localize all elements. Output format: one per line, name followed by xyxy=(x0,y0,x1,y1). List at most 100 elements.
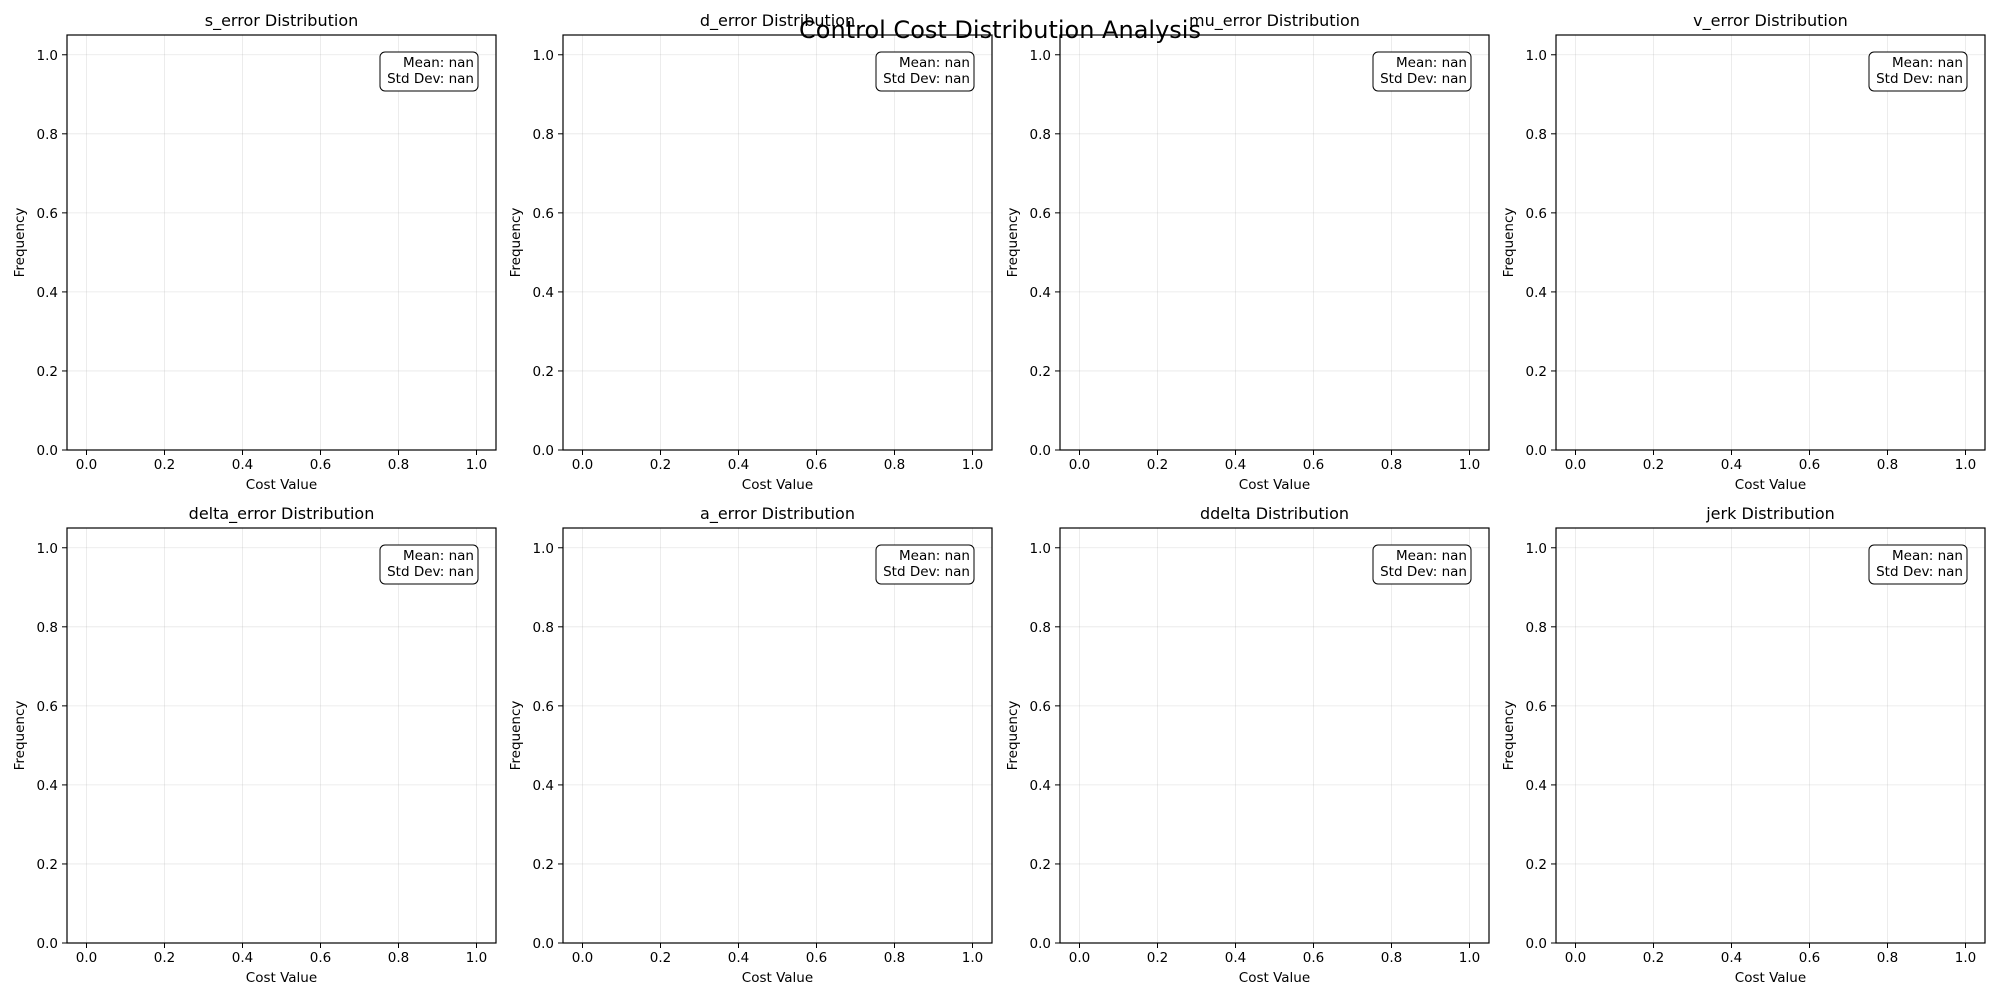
y-tick-label: 1.0 xyxy=(1526,48,1547,64)
x-axis-label: Cost Value xyxy=(246,970,317,986)
axes-frame xyxy=(1059,34,1490,451)
y-tick-label: 0.6 xyxy=(1030,206,1051,222)
y-axis-label: Frequency xyxy=(12,701,28,771)
y-tick-label: 0.8 xyxy=(37,620,58,636)
y-axis-label: Frequency xyxy=(508,701,524,771)
subplot-title: s_error Distribution xyxy=(205,11,359,31)
subplot-title: delta_error Distribution xyxy=(189,504,375,524)
x-tick-label: 0.2 xyxy=(1643,457,1664,473)
x-axis-label: Cost Value xyxy=(742,477,813,493)
y-tick-label: 0.0 xyxy=(1526,443,1547,459)
x-tick-label: 0.4 xyxy=(728,950,749,966)
stats-box xyxy=(379,51,479,92)
y-tick-label: 1.0 xyxy=(533,541,554,557)
y-tick-label: 0.4 xyxy=(1030,778,1051,794)
x-tick-label: 0.4 xyxy=(1225,457,1246,473)
x-tick-label: 0.8 xyxy=(1877,457,1898,473)
y-axis-label: Frequency xyxy=(1501,701,1517,771)
std-dev-stat: Std Dev: nan xyxy=(387,564,474,580)
y-tick-label: 0.4 xyxy=(1030,285,1051,301)
x-tick-label: 1.0 xyxy=(1459,457,1480,473)
x-tick-label: 1.0 xyxy=(466,950,487,966)
subplot-title: v_error Distribution xyxy=(1693,11,1848,31)
x-axis-label: Cost Value xyxy=(1735,477,1806,493)
y-tick-label: 0.2 xyxy=(1526,857,1547,873)
x-tick-label: 1.0 xyxy=(962,950,983,966)
x-tick-label: 0.0 xyxy=(76,950,97,966)
y-tick-label: 0.8 xyxy=(1526,127,1547,143)
y-tick-label: 0.2 xyxy=(1030,857,1051,873)
y-tick-label: 0.4 xyxy=(37,285,58,301)
x-tick-label: 0.2 xyxy=(1147,457,1168,473)
mean-stat: Mean: nan xyxy=(899,55,970,71)
x-tick-label: 0.6 xyxy=(310,457,331,473)
y-tick-label: 1.0 xyxy=(37,48,58,64)
stats-box xyxy=(1372,544,1472,585)
mean-stat: Mean: nan xyxy=(1396,55,1467,71)
y-tick-label: 0.0 xyxy=(1030,443,1051,459)
x-tick-label: 0.8 xyxy=(1381,950,1402,966)
figure-title: Control Cost Distribution Analysis xyxy=(799,16,1201,44)
x-tick-label: 0.4 xyxy=(1721,457,1742,473)
x-tick-label: 0.6 xyxy=(1303,950,1324,966)
y-tick-label: 1.0 xyxy=(1030,48,1051,64)
x-tick-label: 0.6 xyxy=(1303,457,1324,473)
subplot-5: 0.0 0.2 0.4 0.6 0.8 1.0 0.0 0.2 0.4 0.6 0.8 1.0 delt… xyxy=(12,504,497,986)
x-tick-label: 0.0 xyxy=(76,457,97,473)
x-tick-label: 0.2 xyxy=(650,950,671,966)
subplot-8: 0.0 0.2 0.4 0.6 0.8 1.0 0.0 0.2 0.4 0.6 0.8 1.0 jerk… xyxy=(1501,504,1986,986)
axes-frame xyxy=(1059,527,1490,944)
y-tick-label: 0.4 xyxy=(1526,778,1547,794)
y-tick-label: 0.2 xyxy=(1526,364,1547,380)
subplot-2: 0.0 0.2 0.4 0.6 0.8 1.0 0.0 0.2 0.4 0.6 0.8 1.0 d_er… xyxy=(508,11,993,493)
x-axis-label: Cost Value xyxy=(246,477,317,493)
y-tick-label: 0.6 xyxy=(1526,206,1547,222)
y-tick-label: 1.0 xyxy=(37,541,58,557)
x-tick-label: 0.4 xyxy=(232,457,253,473)
axes-frame xyxy=(1555,527,1986,944)
mean-stat: Mean: nan xyxy=(1396,548,1467,564)
x-axis-label: Cost Value xyxy=(1239,477,1310,493)
x-tick-label: 0.6 xyxy=(806,950,827,966)
x-tick-label: 0.2 xyxy=(1147,950,1168,966)
axes-frame xyxy=(66,34,497,451)
y-tick-label: 0.4 xyxy=(533,778,554,794)
y-tick-label: 0.4 xyxy=(37,778,58,794)
y-tick-label: 0.8 xyxy=(1030,620,1051,636)
x-tick-label: 0.0 xyxy=(1069,950,1090,966)
x-tick-label: 0.6 xyxy=(310,950,331,966)
subplot-3: 0.0 0.2 0.4 0.6 0.8 1.0 0.0 0.2 0.4 0.6 0.8 1.0 mu_e… xyxy=(1005,11,1490,493)
y-tick-label: 0.2 xyxy=(533,857,554,873)
x-tick-label: 0.4 xyxy=(232,950,253,966)
x-tick-label: 0.0 xyxy=(1565,950,1586,966)
y-axis-label: Frequency xyxy=(12,208,28,278)
y-tick-label: 0.6 xyxy=(37,699,58,715)
y-tick-label: 0.4 xyxy=(1526,285,1547,301)
x-axis-label: Cost Value xyxy=(742,970,813,986)
x-tick-label: 0.2 xyxy=(1643,950,1664,966)
x-tick-label: 1.0 xyxy=(1955,950,1976,966)
x-tick-label: 1.0 xyxy=(962,457,983,473)
mean-stat: Mean: nan xyxy=(1892,548,1963,564)
axes-frame xyxy=(562,527,993,944)
x-axis-label: Cost Value xyxy=(1239,970,1310,986)
y-tick-label: 1.0 xyxy=(1526,541,1547,557)
y-tick-label: 1.0 xyxy=(1030,541,1051,557)
x-tick-label: 0.6 xyxy=(1799,457,1820,473)
x-tick-label: 0.0 xyxy=(572,950,593,966)
y-tick-label: 0.6 xyxy=(533,699,554,715)
x-tick-label: 0.8 xyxy=(884,950,905,966)
y-axis-label: Frequency xyxy=(1005,701,1021,771)
subplot-title: d_error Distribution xyxy=(700,11,855,31)
x-tick-label: 0.8 xyxy=(884,457,905,473)
x-tick-label: 0.2 xyxy=(154,457,175,473)
subplot-title: a_error Distribution xyxy=(700,504,855,524)
y-tick-label: 0.2 xyxy=(37,857,58,873)
y-axis-label: Frequency xyxy=(1005,208,1021,278)
y-tick-label: 0.4 xyxy=(533,285,554,301)
mean-stat: Mean: nan xyxy=(1892,55,1963,71)
subplot-1: 0.0 0.2 0.4 0.6 0.8 1.0 0.0 0.2 0.4 0.6 0.8 1.0 s_er… xyxy=(12,11,497,493)
x-tick-label: 0.8 xyxy=(1877,950,1898,966)
mean-stat: Mean: nan xyxy=(403,55,474,71)
